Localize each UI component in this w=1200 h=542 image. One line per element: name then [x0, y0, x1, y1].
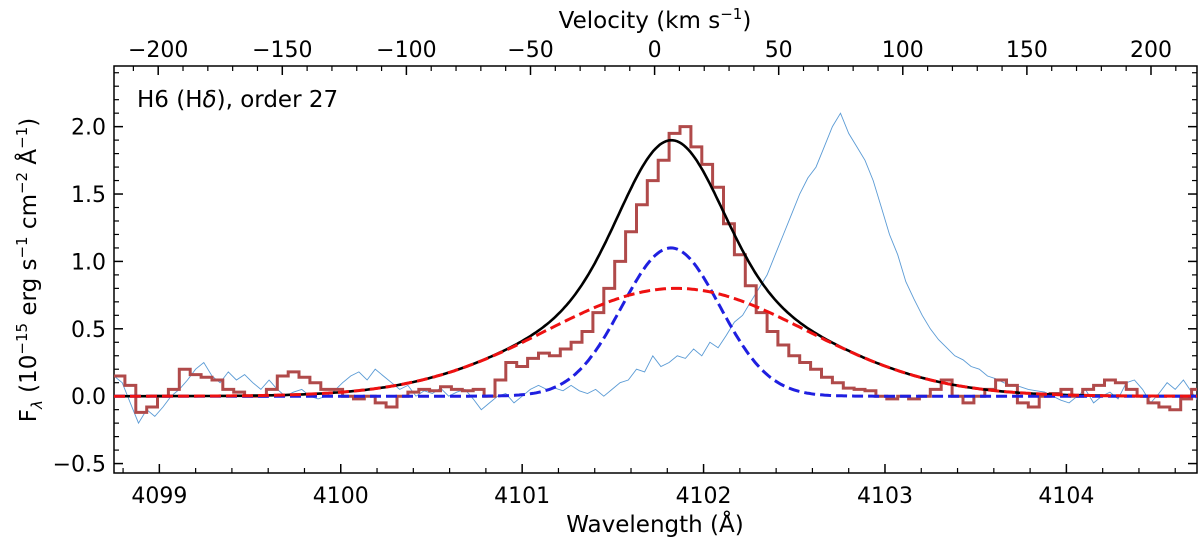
x-tick-label: 4102	[676, 484, 732, 509]
top-tick-label: −100	[376, 38, 436, 63]
x-tick-label: 4100	[313, 484, 369, 509]
top-tick-label: 0	[648, 38, 662, 63]
plot-frame	[113, 65, 1198, 474]
y-tick-label: −0.5	[53, 453, 106, 478]
y-tick-label: 2.0	[71, 116, 106, 141]
left-y-axis: −0.5 0.0 0.5 1.0 1.5 2.0	[53, 72, 1197, 478]
top-tick-label: −150	[252, 38, 312, 63]
x-axis-title: Wavelength (Å)	[566, 510, 743, 538]
binned-spectrum-step-line	[114, 125, 1197, 414]
y-tick-label: 0.5	[71, 318, 106, 343]
y-tick-label: 1.5	[71, 183, 106, 208]
top-tick-label: −50	[507, 38, 553, 63]
x-tick-label: 4104	[1038, 484, 1094, 509]
y-axis-title: Fλ (10−15 erg s−1 cm−2 Å−1)	[13, 118, 46, 423]
x-tick-label: 4099	[131, 484, 187, 509]
top-tick-label: −200	[128, 38, 188, 63]
x-tick-label: 4101	[494, 484, 550, 509]
narrow-component-dashed-line	[114, 246, 1197, 398]
top-tick-label: 100	[882, 38, 924, 63]
top-axis-title: Velocity (km s−1)	[559, 5, 752, 34]
line-annotation: H6 (Hδ), order 27	[137, 87, 338, 113]
total-fit-line	[114, 138, 1197, 398]
x-tick-label: 4103	[857, 484, 913, 509]
broad-component-dashed-line	[114, 286, 1197, 398]
top-tick-label: 150	[1006, 38, 1048, 63]
top-tick-label: 200	[1130, 38, 1172, 63]
top-velocity-axis: −200 −150 −100 −50 0 50 100 150 200	[128, 38, 1177, 75]
bottom-x-axis: 4099 4100 4101 4102 4103 4104	[122, 464, 1176, 509]
top-tick-label: 50	[765, 38, 793, 63]
y-tick-label: 0.0	[71, 385, 106, 410]
y-tick-label: 1.0	[71, 250, 106, 275]
